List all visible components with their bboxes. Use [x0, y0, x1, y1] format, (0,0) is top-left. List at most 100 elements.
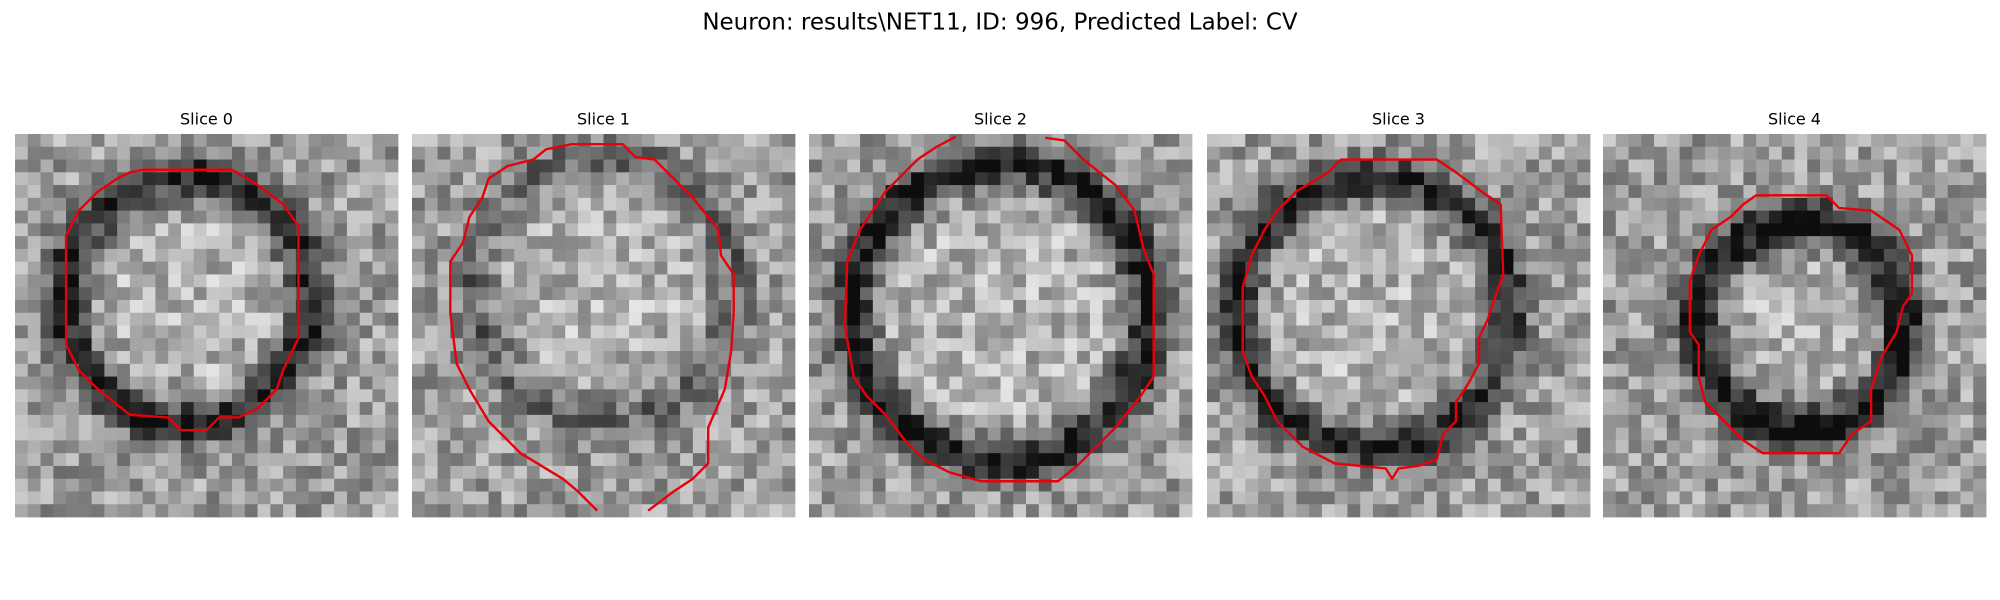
- pixel: [1372, 402, 1387, 416]
- pixel: [667, 440, 681, 454]
- pixel: [1140, 274, 1155, 288]
- pixel: [1449, 146, 1463, 160]
- pixel: [1487, 504, 1502, 518]
- pixel: [1730, 299, 1744, 314]
- pixel: [1654, 159, 1668, 173]
- pixel: [1947, 223, 1961, 237]
- pixel: [155, 363, 169, 377]
- pixel: [1973, 363, 1987, 377]
- pixel: [680, 414, 694, 429]
- pixel: [1283, 402, 1297, 416]
- pixel: [603, 185, 617, 199]
- pixel: [129, 312, 144, 326]
- pixel: [1179, 299, 1193, 314]
- pixel: [244, 504, 258, 518]
- pixel: [1385, 159, 1399, 173]
- pixel: [526, 287, 541, 301]
- pixel: [1232, 504, 1246, 518]
- pixel: [1743, 414, 1757, 429]
- pixel: [821, 363, 835, 377]
- pixel: [1922, 185, 1936, 199]
- pixel: [1449, 427, 1463, 441]
- pixel: [1768, 248, 1783, 263]
- pixel: [91, 338, 105, 352]
- pixel: [424, 325, 438, 339]
- pixel: [565, 376, 579, 390]
- pixel: [1000, 299, 1014, 314]
- pixel: [1000, 465, 1014, 480]
- pixel: [603, 351, 617, 365]
- pixel: [1858, 299, 1872, 314]
- pixel: [885, 210, 899, 224]
- pixel: [1000, 504, 1014, 518]
- pixel: [437, 159, 451, 173]
- pixel: [15, 478, 29, 492]
- pixel: [270, 453, 284, 467]
- pixel: [1513, 134, 1527, 148]
- pixel: [860, 376, 874, 390]
- pixel: [1385, 236, 1399, 250]
- pixel: [898, 414, 912, 429]
- pixel: [1743, 274, 1757, 288]
- pixel: [1909, 440, 1923, 454]
- pixel: [1385, 299, 1399, 314]
- pixel: [603, 453, 617, 467]
- pixel: [1179, 376, 1193, 390]
- pixel: [1807, 299, 1821, 314]
- pixel: [1526, 261, 1540, 275]
- pixel: [1922, 478, 1936, 492]
- pixel: [1411, 223, 1425, 237]
- pixel: [1166, 261, 1180, 275]
- pixel: [488, 376, 502, 390]
- pixel: [1258, 287, 1272, 301]
- pixel: [1360, 376, 1374, 390]
- pixel: [168, 363, 182, 377]
- pixel: [1538, 299, 1553, 314]
- pixel: [1207, 351, 1221, 365]
- pixel: [1245, 134, 1259, 148]
- pixel: [1820, 414, 1834, 429]
- pixel: [1947, 134, 1961, 148]
- pixel: [654, 287, 668, 301]
- pixel: [1283, 453, 1297, 467]
- pixel: [1909, 197, 1923, 211]
- pixel: [1934, 172, 1949, 186]
- pixel: [860, 414, 874, 429]
- pixel: [1538, 414, 1553, 429]
- pixel: [40, 261, 54, 275]
- pixel: [898, 465, 912, 480]
- pixel: [15, 465, 29, 480]
- pixel: [667, 414, 681, 429]
- pixel: [616, 453, 630, 467]
- pixel: [1166, 274, 1180, 288]
- pixel: [257, 338, 271, 352]
- pixel: [206, 287, 220, 301]
- pixel: [475, 210, 489, 224]
- pixel: [1551, 274, 1565, 288]
- pixel: [1077, 504, 1091, 518]
- pixel: [129, 185, 144, 199]
- pixel: [1538, 504, 1553, 518]
- pixel: [308, 146, 322, 160]
- pixel: [321, 504, 335, 518]
- pixel: [1334, 287, 1348, 301]
- pixel: [412, 134, 426, 148]
- pixel: [359, 504, 373, 518]
- pixel: [603, 197, 617, 211]
- pixel: [1207, 312, 1221, 326]
- pixel: [1871, 338, 1885, 352]
- pixel: [1973, 210, 1987, 224]
- pixel: [219, 363, 233, 377]
- pixel: [629, 312, 643, 326]
- pixel: [1321, 491, 1336, 505]
- pixel: [180, 146, 195, 160]
- pixel: [1947, 453, 1961, 467]
- pixel: [1628, 504, 1642, 518]
- pixel: [283, 465, 297, 480]
- pixel: [1883, 363, 1898, 377]
- pixel: [15, 299, 29, 314]
- pixel: [936, 274, 950, 288]
- pixel: [809, 197, 823, 211]
- pixel: [219, 210, 233, 224]
- pixel: [1820, 312, 1834, 326]
